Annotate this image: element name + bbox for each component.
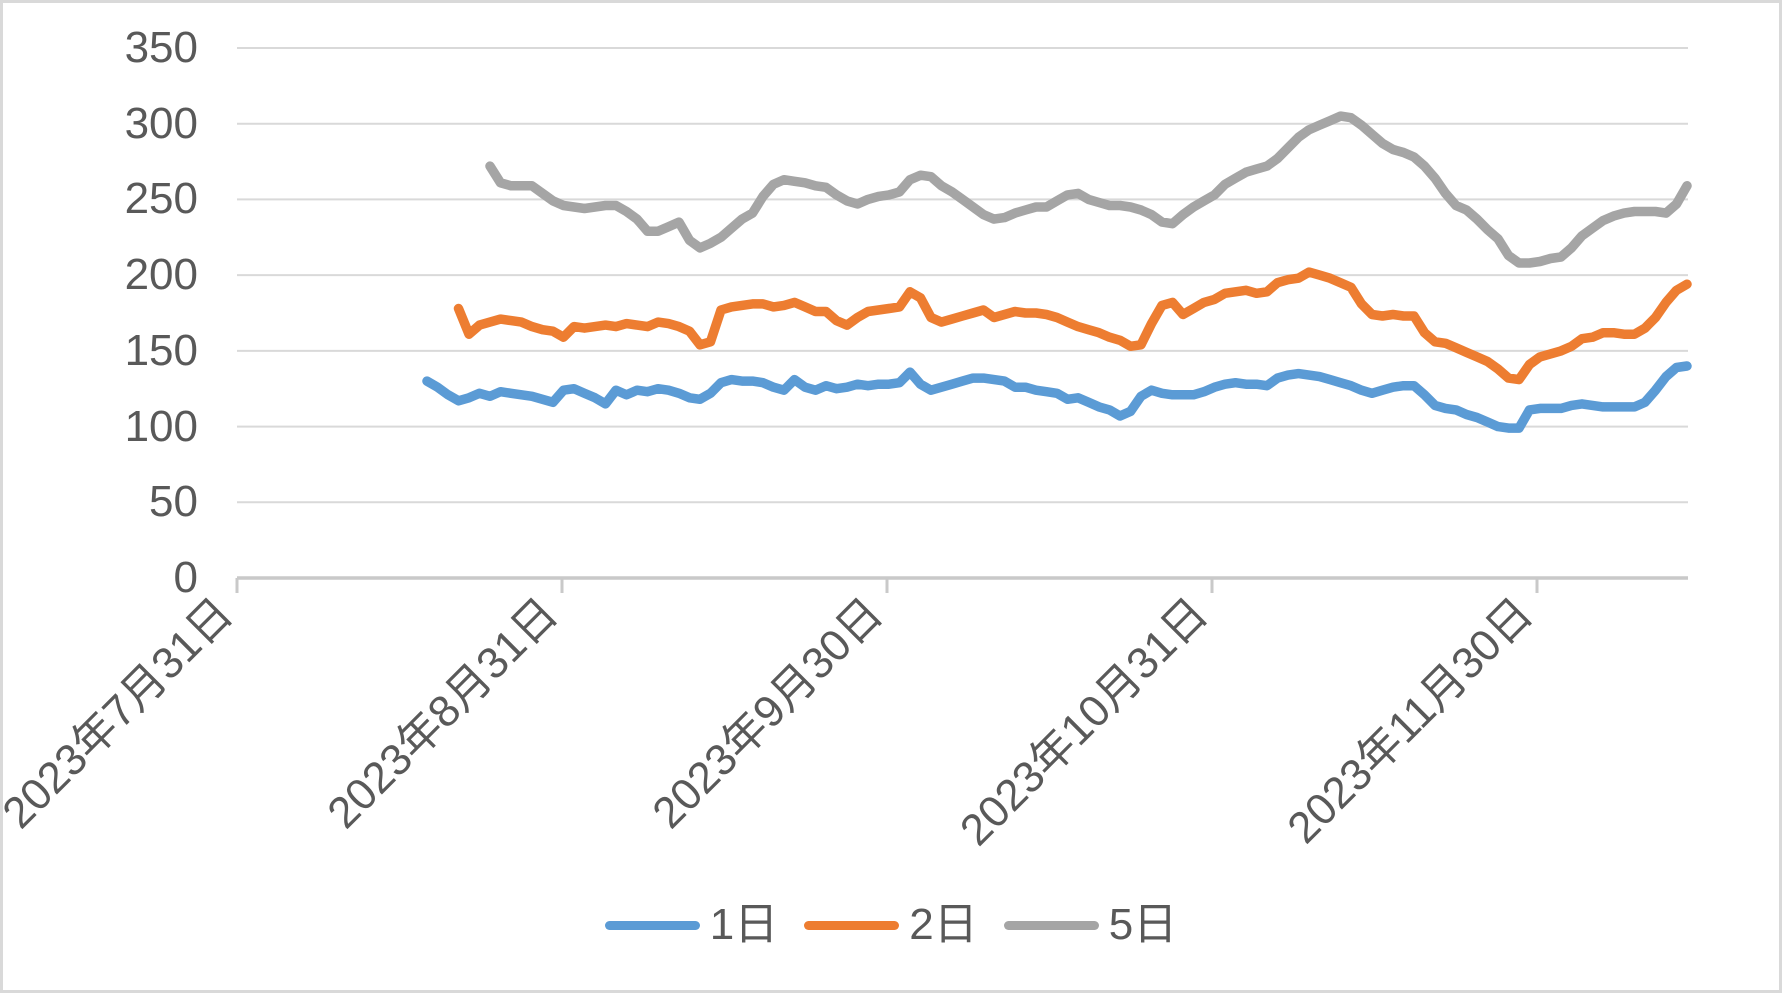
plot-area bbox=[235, 46, 1692, 593]
legend-swatch-icon bbox=[804, 920, 900, 930]
y-axis-label: 200 bbox=[124, 250, 198, 300]
legend-label: 1日 bbox=[709, 900, 779, 949]
chart-legend: 1日 2日 5日 bbox=[3, 896, 1779, 954]
legend-label: 5日 bbox=[1108, 900, 1178, 949]
y-axis-label: 350 bbox=[124, 22, 198, 72]
legend-item: 2日 bbox=[804, 899, 978, 951]
y-axis-label: 0 bbox=[173, 553, 198, 602]
legend-swatch-icon bbox=[1003, 920, 1099, 930]
legend-item: 1日 bbox=[604, 899, 779, 951]
y-axis-label: 300 bbox=[124, 98, 198, 148]
legend-item: 5日 bbox=[1003, 899, 1178, 951]
y-axis-label: 50 bbox=[149, 477, 198, 527]
y-axis-label: 150 bbox=[124, 325, 198, 375]
series-line-1 bbox=[422, 361, 1692, 433]
series-line-3 bbox=[485, 111, 1692, 268]
y-axis-label: 250 bbox=[124, 174, 198, 224]
y-axis-label: 100 bbox=[124, 401, 198, 451]
legend-label: 2日 bbox=[909, 900, 978, 949]
legend-swatch-icon bbox=[604, 920, 700, 930]
series-line-2 bbox=[453, 267, 1692, 385]
